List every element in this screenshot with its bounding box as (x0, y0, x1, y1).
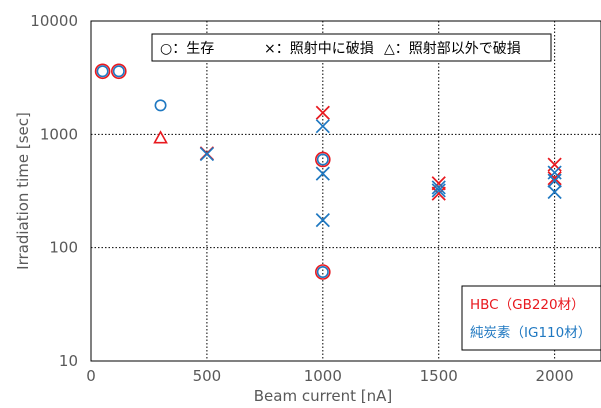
series-2-cross-point (547, 184, 562, 200)
series-1-circle-point (315, 264, 331, 280)
series-1-cross-point (315, 105, 330, 120)
x-tick-label: 0 (86, 367, 96, 385)
series-1-triangle-point (153, 130, 168, 144)
x-tick-label: 500 (193, 367, 222, 385)
series-legend-box (461, 285, 601, 351)
series-2-cross-point (315, 166, 330, 181)
series-2-circle-point (96, 65, 109, 78)
marker-legend-cross-label: ×：照射中に破損 (264, 41, 374, 57)
x-axis-label: Beam current [nA] (254, 387, 392, 404)
series-2-circle-point (316, 265, 329, 278)
plot-frame (90, 20, 601, 362)
series-legend: HBC（GB220材） 純炭素（IG110材） (461, 285, 601, 351)
y-tick-label: 100 (49, 239, 78, 257)
tick-layer: 0 500 1000 1500 2000 10 100 1000 10000 (30, 12, 573, 385)
series-1-cross-point (431, 186, 446, 201)
series-2-circle-point (316, 153, 329, 166)
series-2-cross-point (315, 213, 330, 228)
series-2-circle-point (154, 99, 167, 112)
y-axis-label: Irradiation time [sec] (14, 112, 32, 270)
marker-legend: ○：生存 ×：照射中に破損 △：照射部以外で破損 (151, 33, 552, 62)
series-1-circle-point (315, 151, 331, 168)
series-legend-hbc: HBC（GB220材） (470, 297, 585, 313)
series-1-circle-point (111, 63, 127, 80)
series-2-cross-point (315, 119, 330, 134)
series-2-cross-point (199, 146, 215, 162)
series-1-cross-point (431, 176, 446, 191)
marker-legend-circle-label: ○：生存 (160, 41, 214, 57)
series-1-cross-point (547, 171, 562, 186)
series-legend-ig110: 純炭素（IG110材） (470, 325, 591, 341)
series-2-cross-point (547, 173, 562, 188)
y-tick-label: 1000 (40, 125, 78, 143)
series-2-circle-point (112, 65, 125, 78)
x-tick-label: 2000 (536, 367, 574, 385)
series-1-circle-point (94, 63, 111, 80)
series-2-cross-point (431, 180, 446, 195)
x-tick-label: 1500 (420, 367, 458, 385)
grid-layer (91, 21, 601, 361)
marker-legend-box (151, 33, 552, 62)
x-tick-label: 1000 (304, 367, 342, 385)
series-2-cross-point (431, 183, 446, 198)
y-tick-label: 10000 (30, 12, 78, 30)
marker-legend-triangle-label: △：照射部以外で破損 (384, 41, 521, 57)
y-tick-label: 10 (59, 352, 78, 370)
marker-layer (94, 63, 562, 280)
